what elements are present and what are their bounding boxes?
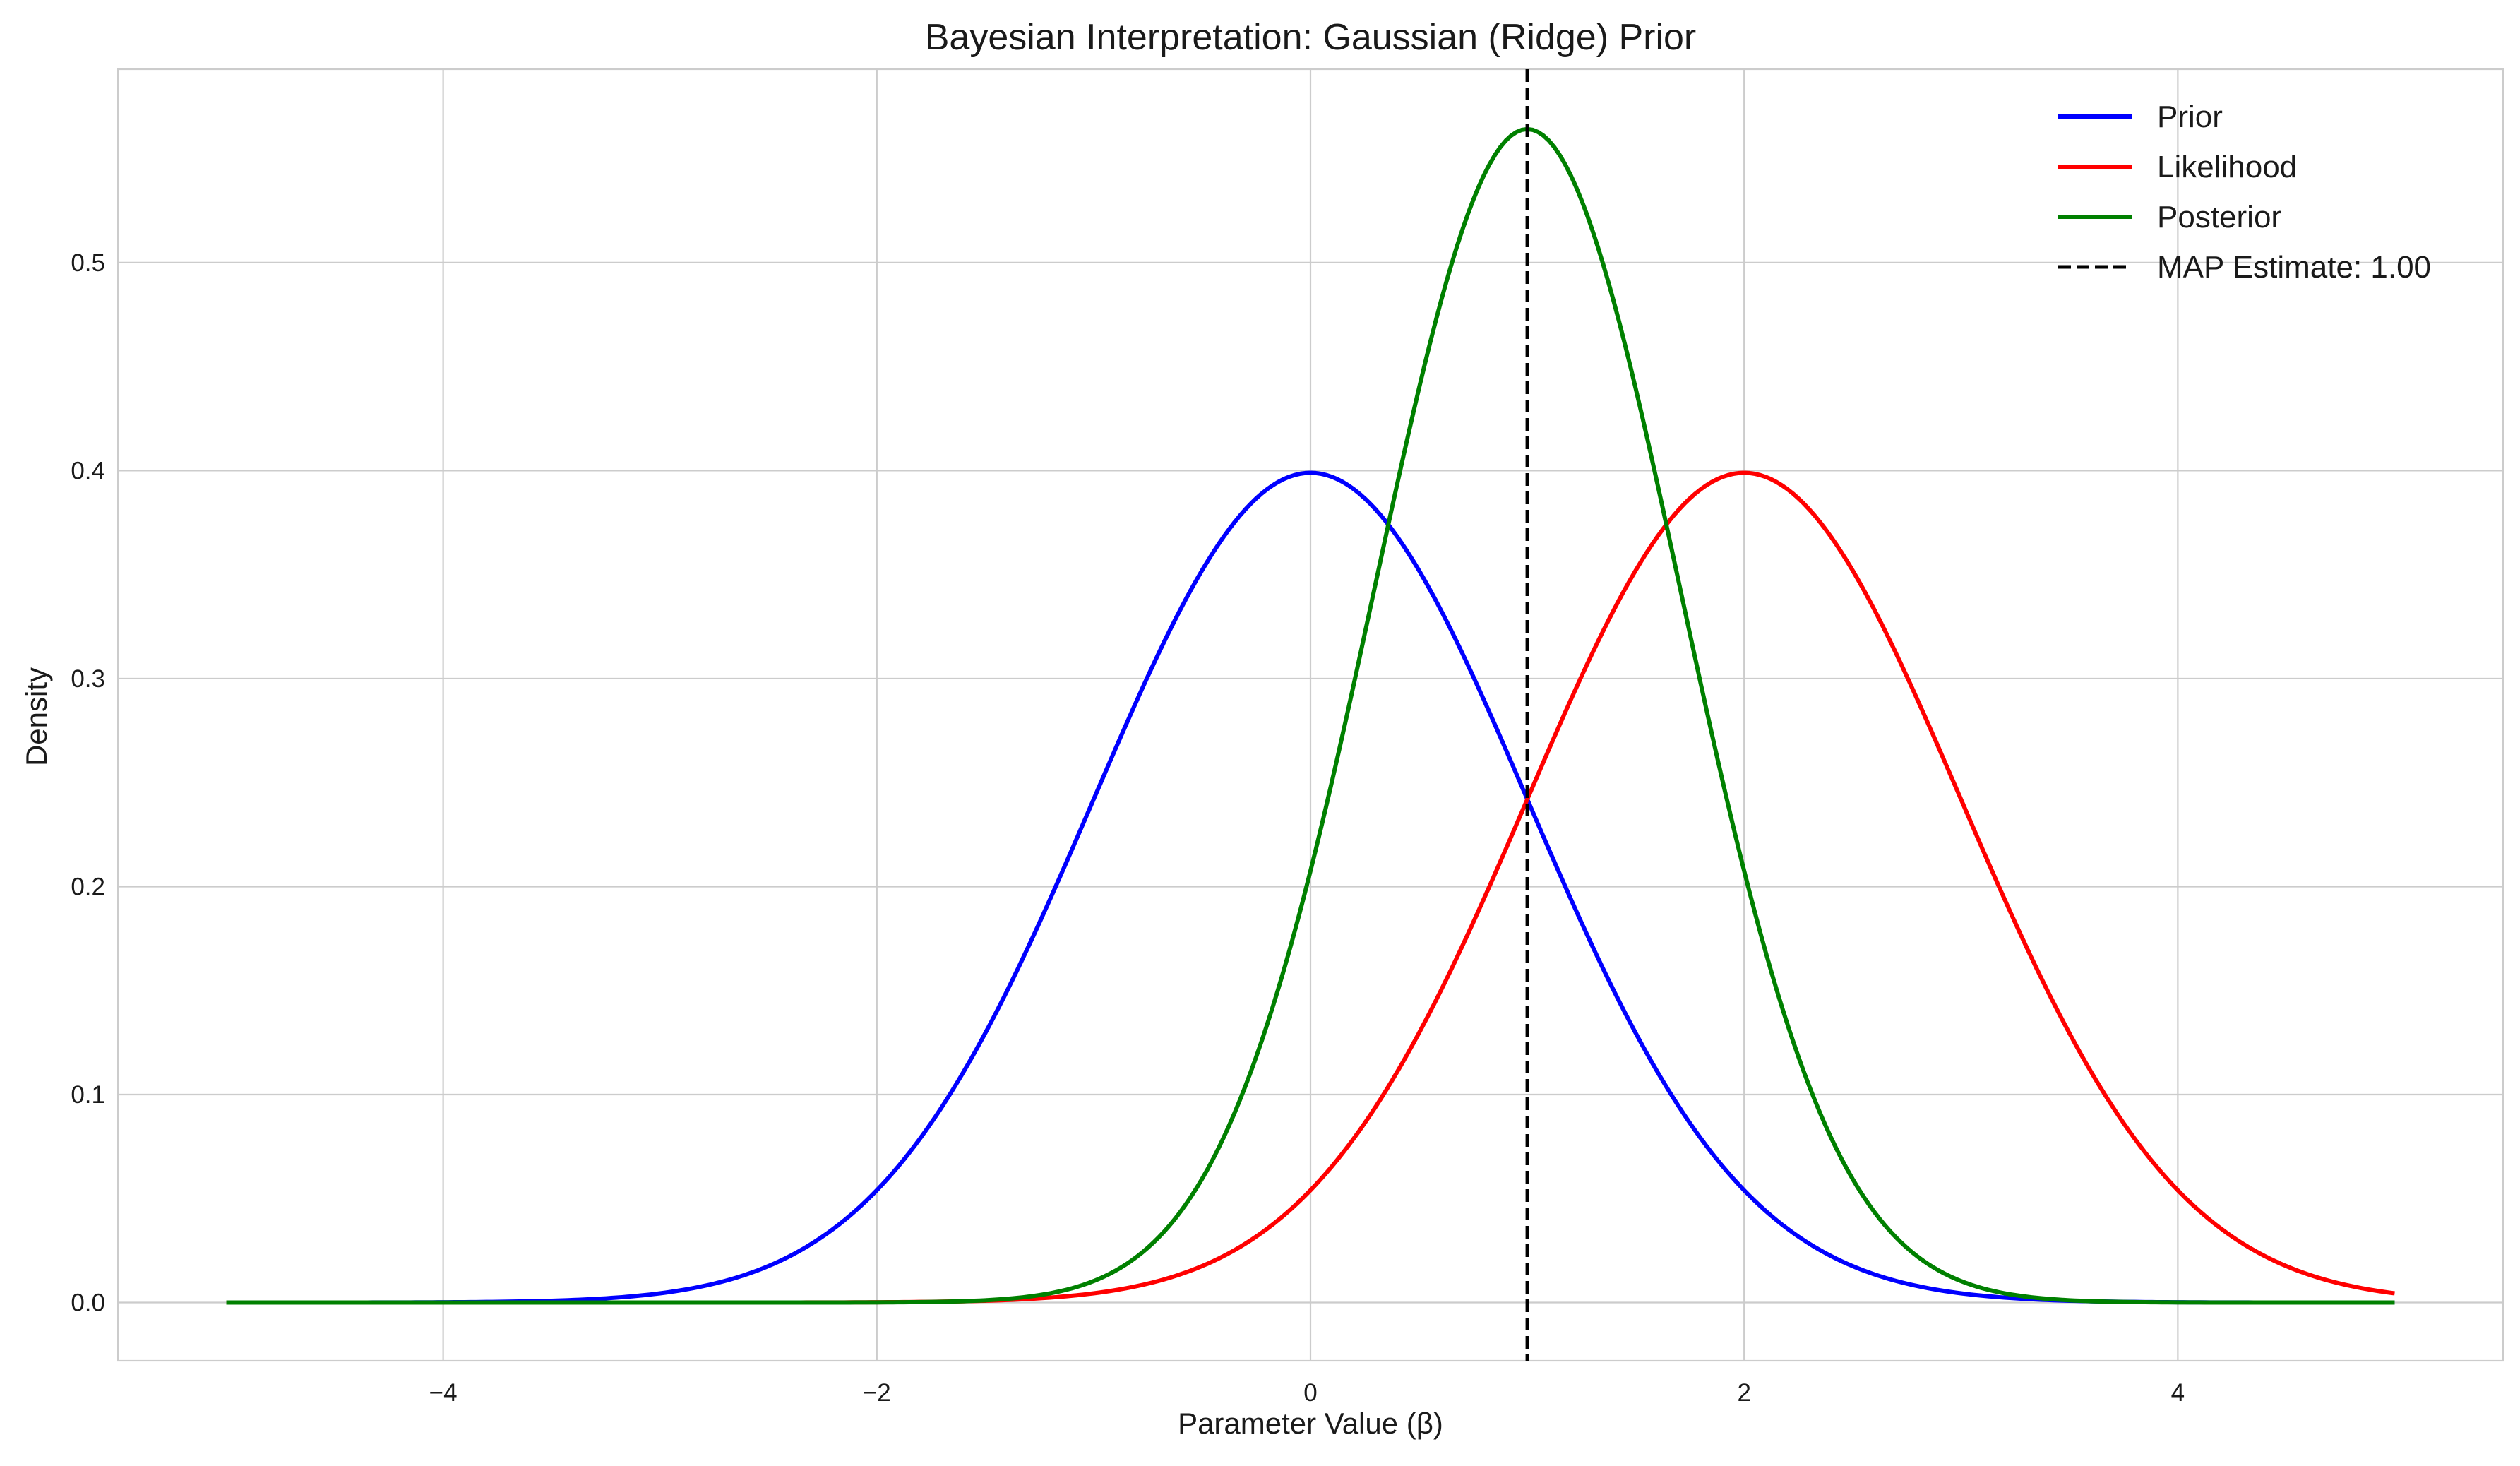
legend-label: Prior: [2157, 100, 2223, 134]
y-tick-label: 0.5: [71, 249, 105, 277]
y-tick-label: 0.0: [71, 1289, 105, 1317]
x-tick-label: 0: [1303, 1379, 1317, 1407]
legend-label: MAP Estimate: 1.00: [2157, 250, 2431, 285]
plot-frame: [117, 68, 2504, 1362]
legend: Prior Likelihood Posterior MAP Estimate: 1.…: [2058, 100, 2431, 285]
series-layer: [226, 69, 2395, 1361]
x-tick-label: 2: [1737, 1379, 1750, 1407]
x-tick-label: −2: [863, 1379, 891, 1407]
legend-label: Likelihood: [2157, 150, 2297, 184]
legend-label: Posterior: [2157, 200, 2281, 234]
chart-title: Bayesian Interpretation: Gaussian (Ridge…: [925, 17, 1697, 58]
x-axis-label: Parameter Value (β): [1178, 1407, 1443, 1440]
tick-labels: −4 −2 0 2 4 0.0 0.1 0.2 0.3 0.4 0.5: [71, 249, 2185, 1407]
y-tick-label: 0.2: [71, 873, 105, 900]
x-tick-label: −4: [429, 1379, 458, 1407]
y-tick-label: 0.1: [71, 1081, 105, 1109]
x-tick-label: 4: [2171, 1379, 2185, 1407]
y-axis-label: Density: [20, 667, 53, 766]
y-tick-label: 0.4: [71, 457, 105, 484]
y-tick-label: 0.3: [71, 665, 105, 693]
grid: [118, 69, 2503, 1361]
series-line-posterior: [226, 126, 2395, 1305]
